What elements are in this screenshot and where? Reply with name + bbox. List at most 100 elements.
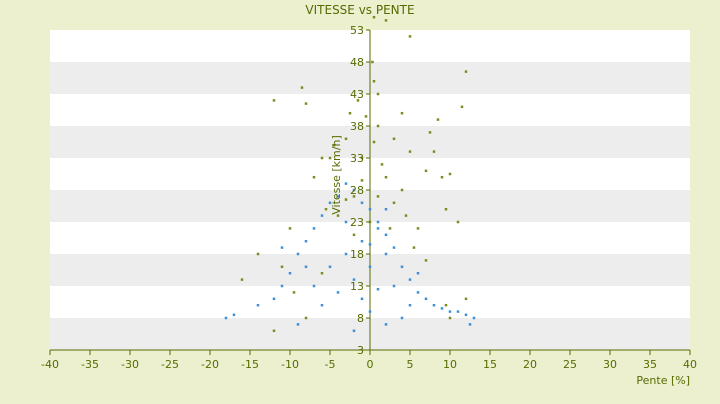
data-point	[384, 323, 388, 326]
data-point	[304, 102, 308, 105]
data-point	[352, 329, 356, 333]
data-point	[336, 195, 340, 198]
data-point	[240, 278, 244, 281]
data-point	[440, 175, 444, 179]
data-point	[300, 86, 304, 89]
data-point	[400, 188, 404, 192]
x-tick-label: 40	[683, 358, 697, 371]
data-point	[376, 124, 380, 128]
x-tick-label: -35	[81, 358, 99, 371]
data-point	[376, 92, 380, 96]
data-point	[280, 284, 284, 288]
x-tick-label: 35	[643, 358, 657, 371]
data-point	[416, 227, 420, 230]
data-point	[376, 287, 380, 291]
data-point	[304, 239, 308, 243]
data-point	[320, 156, 324, 160]
data-point	[440, 307, 444, 310]
data-point	[296, 252, 300, 256]
data-point	[272, 297, 276, 301]
data-point	[448, 310, 452, 313]
data-point	[324, 207, 328, 211]
data-point	[416, 271, 420, 275]
data-point	[328, 156, 332, 160]
data-point	[392, 137, 396, 141]
data-point	[280, 265, 284, 269]
data-point	[428, 131, 432, 134]
data-point	[288, 227, 292, 230]
data-point	[392, 201, 396, 205]
y-tick-label: 3	[357, 344, 364, 357]
data-point	[344, 137, 348, 141]
data-point	[312, 227, 316, 230]
data-point	[412, 246, 416, 249]
data-point	[468, 323, 472, 326]
data-point	[380, 163, 384, 166]
x-tick-marks: -40 -35 -30 -25 -20 -15 -10 -5 0 5 10 15 20 25 30 35 40	[41, 350, 697, 371]
data-point	[384, 233, 388, 237]
data-point	[360, 156, 364, 160]
data-point	[456, 310, 460, 313]
x-tick-label: 30	[603, 358, 617, 371]
y-tick-label: 28	[350, 184, 364, 197]
data-point	[320, 214, 324, 217]
data-point	[360, 201, 364, 205]
data-point	[336, 214, 340, 217]
data-point	[392, 246, 396, 249]
data-points	[224, 15, 476, 333]
data-point	[408, 35, 412, 38]
data-point	[464, 297, 468, 301]
data-point	[304, 316, 308, 320]
data-point	[416, 291, 420, 294]
data-point	[296, 323, 300, 326]
data-point	[272, 99, 276, 102]
data-point	[372, 15, 376, 19]
data-point	[344, 252, 348, 256]
y-tick-label: 8	[357, 312, 364, 325]
data-point	[360, 239, 364, 243]
data-point	[432, 150, 436, 153]
x-tick-label: -5	[325, 358, 336, 371]
data-point	[360, 179, 364, 182]
data-point	[376, 220, 380, 224]
x-tick-label: 20	[523, 358, 537, 371]
data-point	[404, 214, 408, 217]
data-point	[384, 175, 388, 179]
x-tick-label: 25	[563, 358, 577, 371]
x-tick-label: -20	[201, 358, 219, 371]
x-tick-label: 10	[443, 358, 457, 371]
x-tick-label: -40	[41, 358, 59, 371]
x-tick-label: 15	[483, 358, 497, 371]
data-point	[408, 150, 412, 153]
data-point	[371, 60, 374, 64]
data-point	[336, 291, 340, 294]
y-axis-label: Vitesse [km/h]	[330, 135, 343, 215]
data-point	[288, 271, 292, 275]
data-point	[332, 143, 336, 147]
data-point	[448, 172, 452, 176]
y-tick-label: 53	[350, 24, 364, 37]
data-point	[424, 297, 428, 301]
data-point	[348, 111, 352, 115]
data-point	[444, 303, 448, 307]
data-point	[384, 207, 388, 211]
data-point	[436, 118, 440, 121]
data-point	[328, 201, 332, 205]
data-point	[424, 259, 428, 262]
data-point	[424, 169, 428, 173]
data-point	[408, 303, 412, 307]
data-point	[448, 316, 452, 320]
data-point	[464, 313, 468, 317]
x-tick-label: 5	[407, 358, 414, 371]
data-point	[432, 303, 436, 307]
data-point	[392, 284, 396, 288]
data-point	[364, 115, 368, 118]
data-point	[272, 329, 276, 333]
data-point	[356, 99, 360, 102]
y-tick-label: 13	[350, 280, 364, 293]
data-point	[368, 243, 372, 246]
data-point	[372, 140, 376, 144]
data-point	[304, 265, 308, 269]
x-tick-label: -30	[121, 358, 139, 371]
